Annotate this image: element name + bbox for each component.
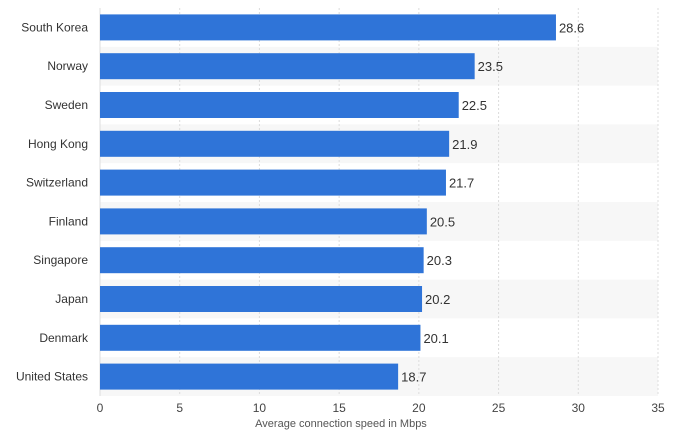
bar [100,324,421,351]
value-label: 21.9 [452,137,477,152]
bar [100,169,446,196]
bars [100,14,556,390]
bar [100,53,475,80]
bar [100,286,423,312]
category-label: Switzerland [26,176,88,190]
value-label: 28.6 [559,20,584,35]
x-tick-label: 20 [412,401,426,415]
bar [100,208,427,235]
value-labels: 28.6 23.5 22.5 21.9 21.7 20.5 20.3 20.2 20.1 18.7 [401,20,584,384]
x-tick-label: 10 [253,401,267,415]
category-label: Japan [55,292,88,306]
category-label: Finland [49,214,88,228]
category-label: Sweden [45,98,88,112]
bar [100,247,424,274]
value-label: 20.1 [423,331,448,346]
category-label: South Korea [21,20,88,34]
value-label: 18.7 [401,370,426,385]
category-label: Norway [47,59,88,73]
value-label: 22.5 [462,98,487,113]
value-label: 21.7 [449,176,474,191]
bar [100,92,459,118]
category-label: United States [16,370,88,384]
value-label: 23.5 [478,59,503,74]
x-tick-label: 35 [651,401,665,415]
category-label: Hong Kong [28,137,88,151]
category-label: Denmark [39,331,89,345]
x-tick-label: 25 [492,401,506,415]
x-tick-label: 15 [332,401,346,415]
bar [100,130,450,157]
bar [100,363,399,390]
value-label: 20.2 [425,292,450,307]
bar [100,14,556,41]
category-labels: South Korea Norway Sweden Hong Kong Switzerl… [16,20,89,383]
category-label: Singapore [33,253,88,267]
x-tick-label: 30 [572,401,586,415]
x-axis-ticks: 0 5 10 15 20 25 30 35 [97,401,665,415]
x-axis-title: Average connection speed in Mbps [255,418,427,430]
value-label: 20.5 [430,214,455,229]
value-label: 20.3 [427,253,452,268]
x-tick-label: 0 [97,401,104,415]
x-tick-label: 5 [176,401,183,415]
